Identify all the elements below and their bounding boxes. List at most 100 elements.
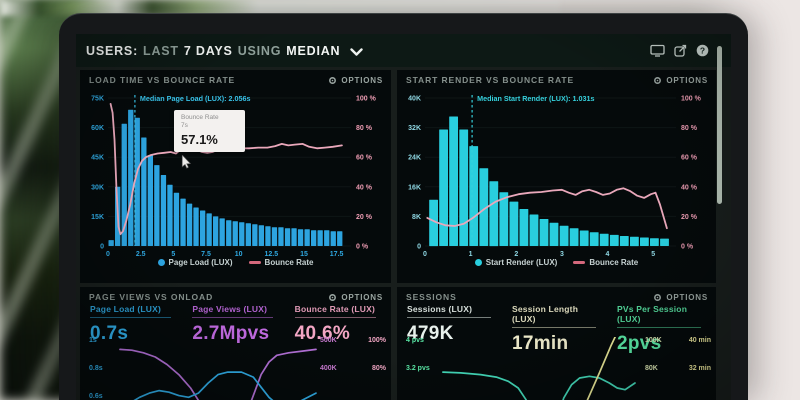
desktop-icon[interactable] [650,44,665,57]
metric-underline [512,327,596,328]
panel-title: PAGE VIEWS VS ONLOAD [89,292,214,302]
metric-page-load: Page Load (LUX) 0.7s [82,304,184,345]
options-label: OPTIONS [666,75,708,85]
svg-text:5: 5 [651,251,655,258]
start-render-chart[interactable]: Median Start Render (LUX): 1.031s 0 8K 16K 2… [399,87,712,259]
metric-label: Page Views (LUX) [192,304,268,314]
panel-title: SESSIONS [406,292,457,302]
bounce-rate-tooltip: Bounce Rate 7s 57.1% [174,110,245,152]
metric-value: 479K [407,323,454,344]
metric-value: 0.7s [90,323,129,344]
load-time-chart[interactable]: Median Page Load (LUX): 2.056s 0 15K 30K 45K… [82,87,387,259]
header-icons: ? [650,44,709,57]
legend-item-page-load[interactable]: Page Load (LUX) [157,258,233,267]
metric-session-length: Session Length (LUX) 17min [504,304,609,355]
legend-item-bounce-rate[interactable]: Bounce Rate [248,258,314,267]
metric-label: Sessions (LUX) [407,304,473,314]
gear-icon [654,293,662,301]
svg-text:0 %: 0 % [681,244,694,251]
svg-text:80 %: 80 % [681,125,698,132]
svg-text:15K: 15K [91,214,104,221]
metric-value: 40.6% [294,323,351,344]
svg-text:16K: 16K [408,184,421,191]
panel-head: START RENDER VS BOUNCE RATE OPTIONS [397,70,716,87]
sessions-sparkline-chart[interactable] [435,337,637,400]
y-axis-row: 400K 80% [320,365,386,372]
svg-text:0: 0 [423,251,427,258]
metrics-row: Page Load (LUX) 0.7s Page Views (LUX) 2.… [80,304,391,345]
legend-dot-icon [474,259,482,266]
metric-sessions: Sessions (LUX) 479K [399,304,504,355]
tooltip-metric-label: Bounce Rate [181,114,219,121]
svg-text:60 %: 60 % [356,155,373,162]
legend-label: Bounce Rate [264,258,314,267]
y-axis-row: 80K 32 min [645,365,711,372]
share-icon[interactable] [674,44,687,57]
svg-text:0: 0 [106,251,110,258]
svg-text:24K: 24K [408,155,421,162]
svg-text:32K: 32K [408,125,421,132]
options-label: OPTIONS [341,292,383,302]
svg-text:40K: 40K [408,96,421,103]
y-axis-label: 0.6s [89,393,103,400]
metric-underline [192,317,274,318]
options-button[interactable]: OPTIONS [653,76,708,85]
svg-text:8K: 8K [412,214,421,221]
metric-bounce-rate: Bounce Rate (LUX) 40.6% [287,304,389,345]
svg-text:100 %: 100 % [681,96,702,103]
metric-value: 2pvs [617,333,662,354]
options-button[interactable]: OPTIONS [328,293,383,302]
tooltip-x-value: 7s [181,122,188,130]
panel-title: START RENDER VS BOUNCE RATE [406,75,575,85]
svg-text:7.5: 7.5 [201,251,211,258]
svg-text:2.5: 2.5 [136,251,146,258]
chevron-down-icon [350,47,364,56]
pageviews-sparkline-chart[interactable] [118,337,318,400]
svg-text:20 %: 20 % [681,214,698,221]
options-label: OPTIONS [666,292,708,302]
panel-sessions: SESSIONS OPTIONS Sessions (LUX) 479K Ses… [397,287,716,400]
metric-underline [294,317,376,318]
y-axis-label: 0.8s [89,365,103,372]
options-button[interactable]: OPTIONS [653,293,708,302]
svg-text:30K: 30K [91,184,104,191]
dashboard-header: USERS: LAST 7 DAYS USING MEDIAN ? [76,34,731,67]
svg-text:12.5: 12.5 [264,251,278,258]
svg-text:?: ? [700,45,705,55]
panel-head: SESSIONS OPTIONS [397,287,716,304]
title-median: MEDIAN [286,43,341,58]
y-axis-label: 3.2 pvs [406,365,430,372]
svg-text:40 %: 40 % [681,184,698,191]
tooltip-value: 57.1% [181,131,218,147]
plant-top-blur [0,0,560,16]
metric-label: Page Load (LUX) [90,304,162,314]
help-icon[interactable]: ? [696,44,709,57]
laptop-bezel: USERS: LAST 7 DAYS USING MEDIAN ? LOAD T… [59,13,748,400]
y-axis-label: 100K [645,337,662,344]
metric-label: PVs Per Session (LUX) [617,304,688,324]
svg-text:2: 2 [514,251,518,258]
scrollbar[interactable] [717,46,722,204]
legend-item-bounce-rate[interactable]: Bounce Rate [573,258,638,267]
svg-text:17.5: 17.5 [330,251,344,258]
panel-load-time: LOAD TIME VS BOUNCE RATE OPTIONS Median … [80,70,391,283]
metric-value: 17min [512,333,569,354]
page-title[interactable]: USERS: LAST 7 DAYS USING MEDIAN [86,43,364,58]
metric-pvs-per-session: PVs Per Session (LUX) 2pvs [609,304,714,355]
metric-label: Bounce Rate (LUX) [294,304,376,314]
svg-text:15: 15 [300,251,308,258]
title-range: 7 DAYS [183,43,233,58]
options-button[interactable]: OPTIONS [328,76,383,85]
svg-text:40 %: 40 % [356,184,373,191]
sparkline-area: 4 pvs 3.2 pvs 100K 40 min 80K 32 min [397,335,716,400]
options-label: OPTIONS [341,75,383,85]
panel-head: PAGE VIEWS VS ONLOAD OPTIONS [80,287,391,304]
metric-underline [407,317,491,318]
metric-value: 2.7Mpvs [192,323,270,344]
legend-item-start-render[interactable]: Start Render (LUX) [474,258,557,267]
svg-text:Median Start Render (LUX): 1.0: Median Start Render (LUX): 1.031s [477,94,594,103]
y-axis-label: 400K [320,365,337,372]
y-axis-label: 80% [371,365,386,372]
title-users: USERS: [86,43,139,58]
